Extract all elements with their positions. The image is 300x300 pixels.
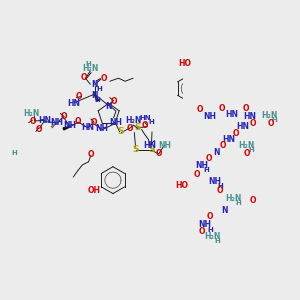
Text: O: O <box>267 119 274 128</box>
Text: NH: NH <box>199 220 212 229</box>
Polygon shape <box>209 178 215 182</box>
Text: O: O <box>220 142 226 151</box>
Text: NH: NH <box>64 121 77 130</box>
Text: NH: NH <box>158 141 171 150</box>
Text: H₂N: H₂N <box>24 109 40 118</box>
Text: H₂N: H₂N <box>238 141 254 150</box>
Text: O: O <box>35 125 42 134</box>
Text: S: S <box>132 145 139 154</box>
Text: HN: HN <box>140 115 151 121</box>
Text: O: O <box>196 105 203 114</box>
Text: O: O <box>198 227 205 236</box>
Text: NH: NH <box>208 177 221 186</box>
Text: H: H <box>148 118 154 124</box>
Text: HN: HN <box>38 116 51 125</box>
Text: O: O <box>81 73 88 82</box>
Text: O: O <box>217 186 223 195</box>
Text: O: O <box>155 149 162 158</box>
Text: O: O <box>250 196 256 206</box>
Text: S: S <box>134 123 141 132</box>
Text: HN: HN <box>222 135 236 144</box>
Text: O: O <box>206 154 212 163</box>
Text: O: O <box>207 212 213 221</box>
Text: H: H <box>12 150 17 156</box>
Text: H: H <box>214 238 220 244</box>
Text: H₂N: H₂N <box>204 232 220 241</box>
Polygon shape <box>211 149 216 153</box>
Text: HN: HN <box>243 112 256 121</box>
Text: N: N <box>221 206 228 215</box>
Text: O: O <box>60 112 67 121</box>
Text: O: O <box>194 169 200 178</box>
Text: NH: NH <box>50 118 63 127</box>
Text: H: H <box>248 147 254 153</box>
Text: N: N <box>92 80 98 89</box>
Text: H: H <box>96 85 102 91</box>
Text: O: O <box>111 97 117 106</box>
Text: HN: HN <box>81 122 94 131</box>
Text: H: H <box>217 183 223 189</box>
Polygon shape <box>63 126 71 130</box>
Text: S: S <box>117 128 124 136</box>
Text: O: O <box>75 117 81 126</box>
Text: O: O <box>244 149 250 158</box>
Text: O: O <box>100 74 107 83</box>
Text: H: H <box>271 117 277 123</box>
Text: H₂N: H₂N <box>261 111 278 120</box>
Text: NH: NH <box>203 112 217 121</box>
Text: O: O <box>250 119 256 128</box>
Polygon shape <box>94 95 99 101</box>
Text: HO: HO <box>176 181 188 190</box>
Text: H: H <box>235 200 241 206</box>
Text: HO: HO <box>178 59 191 68</box>
Text: O: O <box>141 121 148 130</box>
Text: O: O <box>232 129 239 138</box>
Text: N: N <box>105 102 112 111</box>
Text: H₂N: H₂N <box>225 194 242 203</box>
Text: NH: NH <box>95 124 109 133</box>
Text: H₂N: H₂N <box>125 116 142 125</box>
Text: H: H <box>208 226 214 232</box>
Text: HN: HN <box>143 142 156 151</box>
Text: S: S <box>148 145 154 154</box>
Text: O: O <box>88 150 94 159</box>
Text: O: O <box>91 118 97 127</box>
Text: H: H <box>203 167 209 173</box>
Text: N: N <box>214 148 220 157</box>
Text: O: O <box>30 117 36 126</box>
Text: NH: NH <box>195 161 208 170</box>
Text: H₂N: H₂N <box>82 64 98 73</box>
Text: O: O <box>243 104 249 113</box>
Text: H: H <box>95 97 100 103</box>
Text: N: N <box>91 91 97 100</box>
Text: O: O <box>127 124 133 133</box>
Text: HN: HN <box>236 122 249 131</box>
Text: HN: HN <box>67 99 80 108</box>
Text: H: H <box>85 61 91 67</box>
Text: OH: OH <box>88 186 101 195</box>
Text: O: O <box>218 104 225 113</box>
Text: O: O <box>76 92 83 101</box>
Text: HN: HN <box>226 110 238 119</box>
Polygon shape <box>225 206 230 211</box>
Text: NH: NH <box>109 118 122 127</box>
